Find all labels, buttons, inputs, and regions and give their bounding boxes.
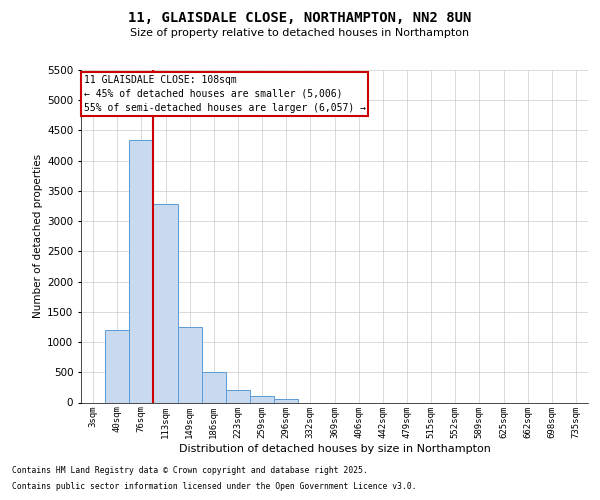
Bar (226, 390, 250, 402)
Text: 11 GLAISDALE CLOSE: 108sqm
← 45% of detached houses are smaller (5,006)
55% of s: 11 GLAISDALE CLOSE: 108sqm ← 45% of deta… (83, 75, 365, 113)
Text: Size of property relative to detached houses in Northampton: Size of property relative to detached ho… (130, 28, 470, 38)
Y-axis label: Number of detached properties: Number of detached properties (33, 154, 43, 318)
X-axis label: Distribution of detached houses by size in Northampton: Distribution of detached houses by size … (179, 444, 490, 454)
Bar (274, 399, 298, 402)
Text: 11, GLAISDALE CLOSE, NORTHAMPTON, NN2 8UN: 11, GLAISDALE CLOSE, NORTHAMPTON, NN2 8U… (128, 11, 472, 25)
Bar (154, 204, 178, 402)
Bar (178, 327, 202, 402)
Text: Contains public sector information licensed under the Open Government Licence v3: Contains public sector information licen… (12, 482, 416, 491)
Bar (129, 140, 154, 402)
Bar (105, 330, 129, 402)
Bar (250, 396, 274, 402)
Text: Contains HM Land Registry data © Crown copyright and database right 2025.: Contains HM Land Registry data © Crown c… (12, 466, 368, 475)
Bar (202, 372, 226, 402)
